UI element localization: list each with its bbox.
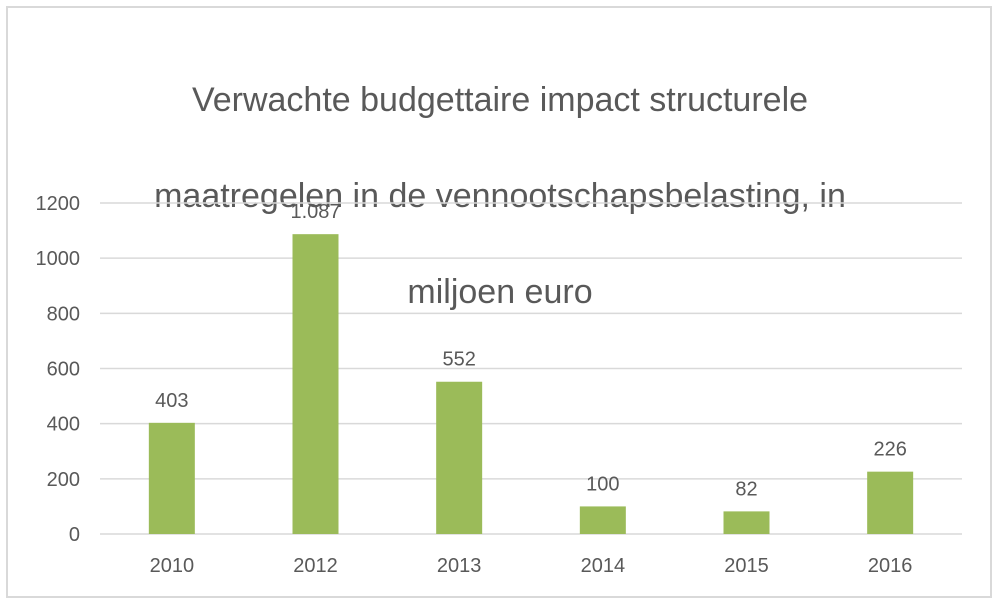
data-label-2012: 1.087 bbox=[290, 201, 340, 223]
x-axis-ticks: 2010 2012 2013 2014 2015 2016 bbox=[150, 555, 913, 577]
x-tick-label-2012: 2012 bbox=[293, 555, 338, 577]
bar-2015 bbox=[723, 511, 770, 534]
gridlines bbox=[100, 202, 962, 535]
data-label-2015: 82 bbox=[735, 478, 757, 500]
bar-2012 bbox=[292, 234, 339, 534]
bars bbox=[148, 234, 914, 534]
y-axis-ticks: 0 200 400 600 800 1000 1200 bbox=[36, 193, 81, 546]
data-labels: 403 1.087 552 100 82 226 bbox=[155, 201, 907, 500]
data-label-2016: 226 bbox=[873, 439, 906, 461]
bar-2016 bbox=[867, 471, 914, 534]
y-tick-label: 1200 bbox=[36, 193, 81, 215]
chart-title-line-2: maatregelen in de vennootschapsbelasting… bbox=[154, 177, 846, 215]
y-tick-label: 600 bbox=[47, 359, 80, 381]
data-label-2010: 403 bbox=[155, 390, 188, 412]
y-tick-label: 1000 bbox=[36, 248, 81, 270]
bar-2010 bbox=[148, 422, 195, 534]
bar-2013 bbox=[436, 381, 483, 534]
chart-title: Verwachte budgettaire impact structurele… bbox=[0, 28, 1000, 364]
y-tick-label: 800 bbox=[47, 303, 80, 325]
chart-title-line-1: Verwachte budgettaire impact structurele bbox=[191, 81, 809, 119]
chart-title-line-3: miljoen euro bbox=[407, 273, 593, 311]
y-tick-label: 400 bbox=[47, 414, 80, 436]
x-tick-label-2014: 2014 bbox=[581, 555, 626, 577]
x-tick-label-2013: 2013 bbox=[437, 555, 482, 577]
data-label-2014: 100 bbox=[586, 473, 619, 495]
data-label-2013: 552 bbox=[442, 349, 475, 371]
y-tick-label: 0 bbox=[69, 524, 80, 546]
x-tick-label-2016: 2016 bbox=[868, 555, 913, 577]
x-tick-label-2015: 2015 bbox=[724, 555, 769, 577]
y-tick-label: 200 bbox=[47, 469, 80, 491]
bar-2014 bbox=[579, 506, 626, 534]
x-tick-label-2010: 2010 bbox=[150, 555, 195, 577]
